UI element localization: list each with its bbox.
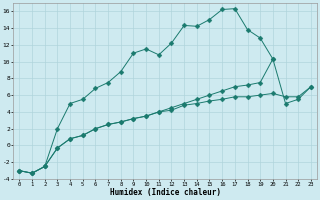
X-axis label: Humidex (Indice chaleur): Humidex (Indice chaleur) bbox=[110, 188, 220, 197]
